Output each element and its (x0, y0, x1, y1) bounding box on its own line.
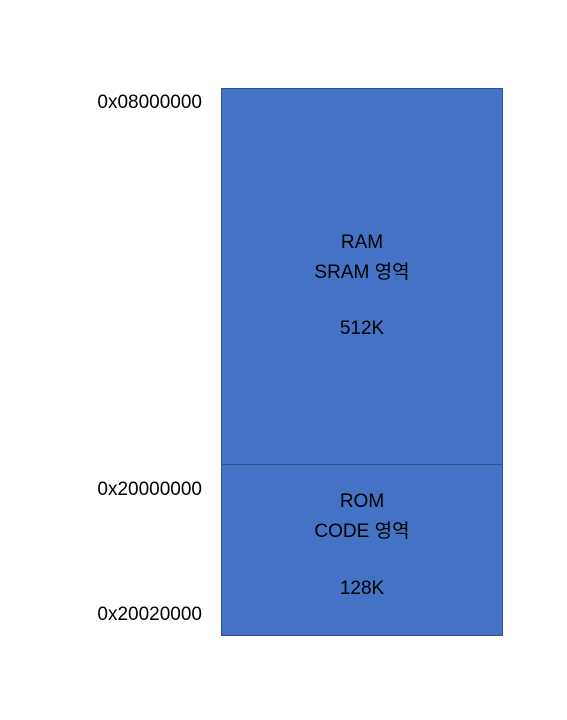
address-label-bottom: 0x20020000 (97, 604, 202, 625)
ram-region-name: RAM (340, 232, 384, 253)
rom-region-name: ROM (339, 491, 385, 512)
ram-region-block: RAM SRAM 영역 512K (221, 88, 503, 465)
rom-region-subtitle: CODE 영역 (314, 521, 410, 542)
address-label-middle: 0x20000000 (97, 479, 202, 500)
ram-region-subtitle: SRAM 영역 (314, 262, 410, 283)
rom-region-block: ROM CODE 영역 128K (221, 464, 503, 636)
ram-region-size: 512K (339, 318, 385, 339)
address-label-top: 0x08000000 (97, 92, 202, 113)
rom-region-size: 128K (339, 578, 385, 599)
